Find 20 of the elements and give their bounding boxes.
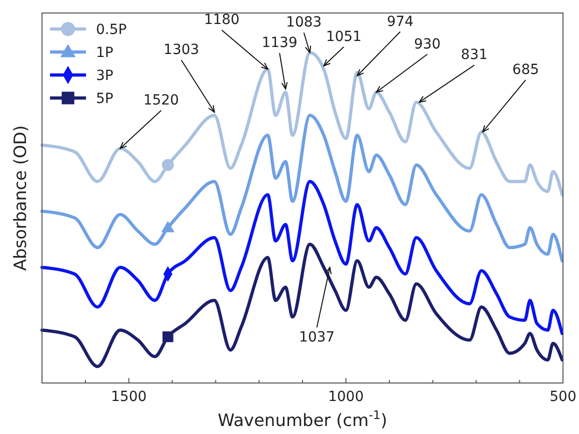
annotation: 685: [512, 62, 540, 78]
annotation: 831: [460, 47, 488, 64]
annotation: 1180: [204, 12, 240, 28]
annotation: 1037: [299, 329, 335, 346]
annotation: 1083: [286, 14, 322, 31]
legend-label: 5P: [96, 91, 114, 107]
x-tick-label: 1000: [328, 389, 364, 405]
x-tick-label: 500: [550, 389, 576, 405]
y-axis-title: Absorbance (OD): [11, 125, 31, 271]
annotation: 1520: [143, 92, 179, 108]
legend-label: 3P: [96, 68, 114, 84]
annotation: 1139: [262, 34, 298, 51]
annotation: 930: [414, 36, 441, 52]
annotation: 1303: [164, 42, 200, 58]
annotation: 1051: [326, 28, 362, 45]
legend-label: 1P: [96, 45, 114, 61]
legend-label: 0.5P: [96, 22, 127, 38]
x-tick-label: 1500: [111, 389, 147, 405]
x-axis-title: Wavenumber (cm$^{-1}$): [218, 408, 388, 431]
annotation: 974: [386, 14, 414, 30]
